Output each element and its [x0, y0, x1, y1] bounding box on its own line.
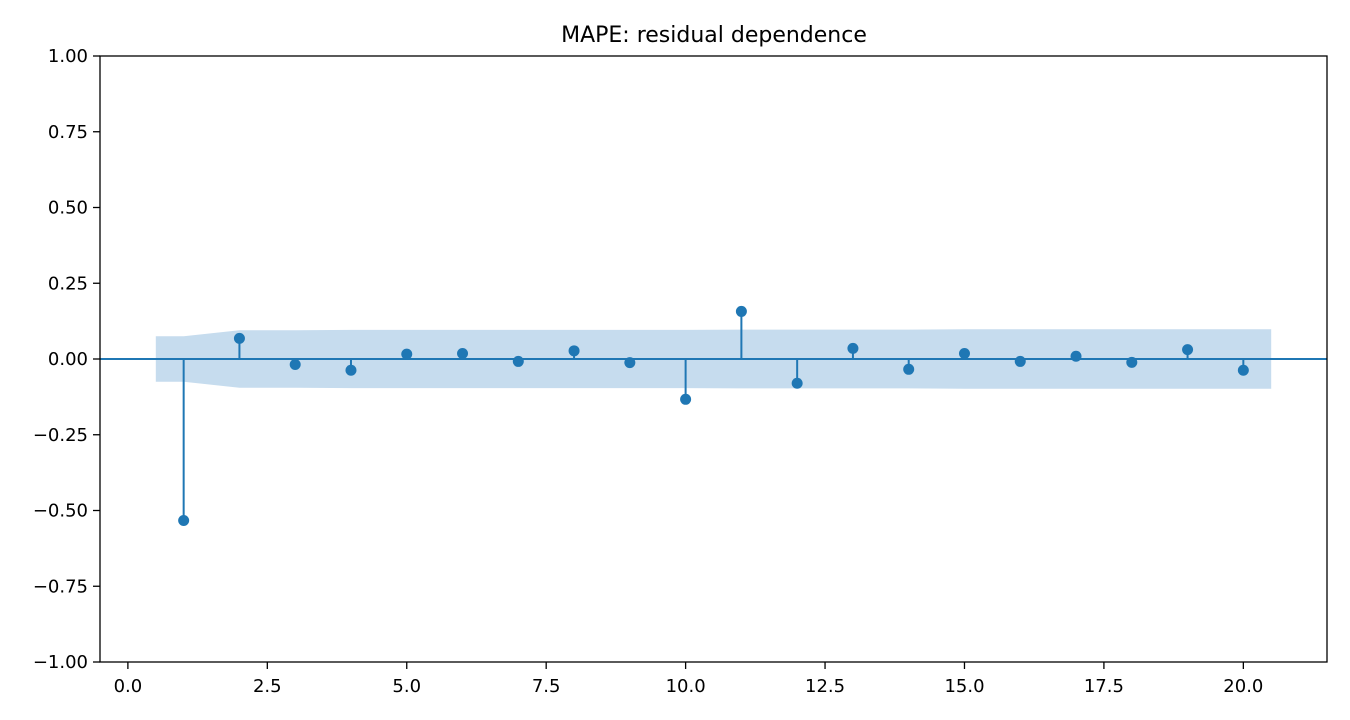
stem-marker-lag-6 — [457, 348, 469, 360]
y-tick-label: −1.00 — [33, 652, 88, 673]
axis-layer: 1.00 0.75 0.50 0.25 0.00 −0.25 −0.50 −0.75 −1.00… — [33, 46, 1328, 697]
stem-marker-lag-12 — [791, 377, 803, 389]
x-tick-label: 17.5 — [1084, 676, 1124, 697]
x-tick-label: 15.0 — [944, 676, 984, 697]
x-tick-label: 12.5 — [805, 676, 845, 697]
x-tick-label: 0.0 — [114, 676, 143, 697]
stem-marker-lag-2 — [233, 332, 245, 344]
stem-marker-lag-4 — [345, 364, 357, 376]
x-tick-label: 2.5 — [253, 676, 282, 697]
stem-marker-lag-15 — [958, 348, 970, 360]
stem-marker-lag-10 — [680, 393, 692, 405]
y-tick-label: −0.50 — [33, 501, 88, 522]
y-tick-label: 0.75 — [48, 122, 88, 143]
x-tick-label: 10.0 — [666, 676, 706, 697]
y-tick-label: 0.25 — [48, 273, 88, 294]
stem-marker-lag-7 — [512, 355, 524, 367]
x-tick-label: 7.5 — [532, 676, 561, 697]
stem-layer — [100, 305, 1327, 526]
stem-marker-lag-9 — [624, 357, 636, 369]
stem-marker-lag-20 — [1237, 364, 1249, 376]
y-tick-label: 1.00 — [48, 46, 88, 67]
y-tick-label: 0.50 — [48, 198, 88, 219]
y-tick-label: 0.00 — [48, 349, 88, 370]
stem-marker-lag-14 — [903, 363, 915, 375]
chart-title: MAPE: residual dependence — [561, 23, 867, 48]
stem-marker-lag-5 — [401, 348, 413, 360]
stem-marker-lag-11 — [735, 305, 747, 317]
x-tick-label: 20.0 — [1223, 676, 1263, 697]
stem-marker-lag-16 — [1014, 355, 1026, 367]
stem-marker-lag-13 — [847, 342, 859, 354]
stem-marker-lag-8 — [568, 345, 580, 357]
y-tick-label: −0.75 — [33, 576, 88, 597]
x-tick-label: 5.0 — [392, 676, 421, 697]
stem-marker-lag-18 — [1126, 356, 1138, 368]
y-tick-label: −0.25 — [33, 425, 88, 446]
stem-marker-lag-1 — [178, 514, 190, 526]
stem-marker-lag-3 — [289, 358, 301, 370]
stem-marker-lag-19 — [1182, 344, 1194, 356]
stem-marker-lag-17 — [1070, 350, 1082, 362]
